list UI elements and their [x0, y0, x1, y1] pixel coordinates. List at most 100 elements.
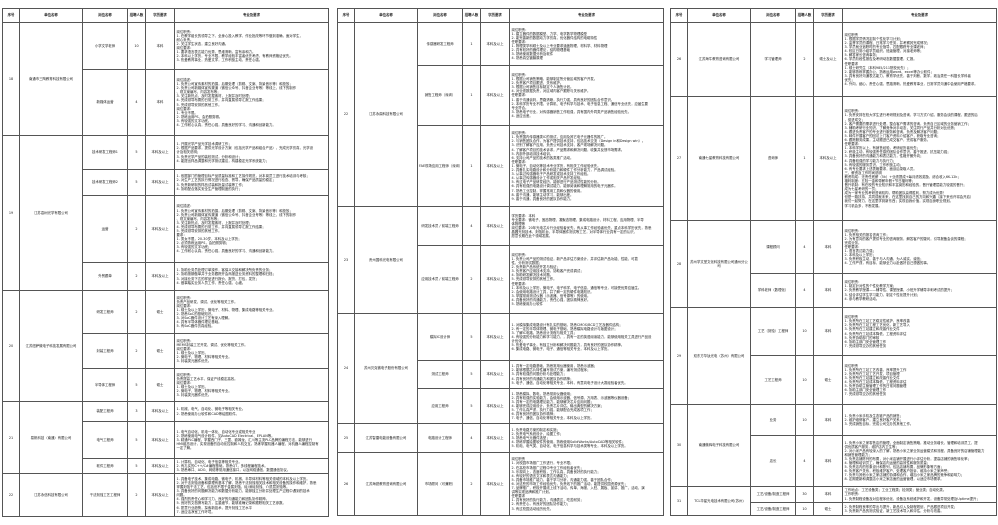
hire-count: 2 [127, 473, 146, 518]
requirements: 岗位职责： 1. 负责相关的报名咨询工作； 2. 为有意向的客户提供专业的咨询服务，… [842, 220, 997, 274]
job-title: 技术研发工程师2 [82, 169, 128, 196]
requirement-line: 5. 有过电子产品研发经历，能够进行产品测试性能的分析。 [511, 180, 601, 185]
requirement-line: 1. 男女不限，20-30岁，本科及以上学历； [176, 237, 242, 242]
hire-count: 5 [127, 135, 146, 170]
column-header: 专业及要求 [842, 8, 997, 23]
education-requirement: 本科 [813, 435, 843, 487]
requirement-line: 任职要求： [844, 142, 862, 147]
requirement-line: 薪资构成：无责任底薪（5k）+业绩提成+每月绩效奖励，综合收入6K-12k； [844, 174, 961, 179]
job-title: 外贸跟单 [82, 262, 128, 291]
education-requirement: 本科及以上 [145, 262, 175, 291]
requirement-line: 5. 有较强的服务意识，工作积极主动； [844, 162, 904, 167]
requirement-line: 2. 熟悉SoC的基础知识。 [176, 312, 215, 316]
header-row: 序号 单位名称 岗位名称 招聘人数 学历要求 专业及要求 [337, 8, 664, 23]
hire-count: 2 [462, 452, 481, 516]
requirement-line: 讲等实现品牌和推广计划。 [511, 490, 553, 495]
requirement-line: 岗位职责： [511, 27, 529, 32]
serial-number: 19 [2, 135, 20, 291]
requirement-line: 7. 电子、通信、自动化等相关专业，本科及以上学历。 [511, 416, 594, 421]
serial-number: 27 [670, 96, 688, 221]
requirements: 工作地点：工艺设备类；工业工程类；检测类；营业类；自动化类。 工作职责： 1. 负责… [842, 486, 997, 503]
education-requirement: 本科及以上 [480, 206, 510, 246]
requirement-line: 4. 完成领导布置的日常工作，并向直属领导汇报工作结果； [176, 224, 266, 229]
requirement-line: 3. 辅助考研行业知识，了解竞争对手动态，关注同行产品并分析对比优势； [844, 125, 958, 130]
education-requirement: 本科及以上 [145, 473, 175, 518]
requirement-line: 供优质客户服务，维护店内卫生等； [844, 444, 899, 449]
hire-count: 2 [127, 262, 146, 291]
requirement-line: 1. 负责制程设备及对应程序优化，设备及系统维护和开发，设备异常处理及Uptim… [844, 496, 980, 501]
hire-count: 5 [127, 169, 146, 196]
education-requirement: 本科及以上 [145, 401, 175, 422]
job-title: 技术研发工程师1 [82, 135, 128, 170]
document-page-2: 序号 单位名称 岗位名称 招聘人数 学历要求 专业及要求 22 江苏永鼎科技有限公司 传感器研发… [335, 0, 665, 525]
requirement-line: 3. 有过校园活动经历优先。 [511, 506, 554, 511]
requirement-line: 岗位要求： [176, 346, 194, 351]
requirement-line: 4. 协助研发解决技术问题。 [511, 273, 554, 278]
requirement-line: 7. 熟悉工业控制，掌握常用工具和仪器的使用。 [511, 188, 584, 193]
requirement-line: 3. 负责新研制的样品试装和批量试装等工作； [176, 182, 246, 187]
requirement-line: 2. 熟练运用PS、会拍照剪辑。 [176, 114, 223, 119]
hire-count: 10 [795, 307, 814, 356]
requirement-line: 3. 关注新热点，及时发掘素材，上报并及时处理； [176, 220, 253, 225]
requirement-line: 1. 机械、电气、自动化、微电子等相关专业。 [176, 407, 246, 412]
requirement-line: 成为一家专业的考研咨询机构，帮助团队赢得胜利，努力成为优秀！ [844, 191, 947, 196]
education-requirement: 本科 [813, 404, 843, 436]
requirement-line: 3. 熟悉电气元器件选型； [511, 435, 550, 440]
education-requirement: 硕士 [145, 368, 175, 402]
company-name: 江苏嘉树光学有限公司 [19, 135, 83, 291]
requirement-line: 工作地点：工艺设备类；工业工程类；检测类；营业类；自动化类。 [844, 488, 947, 493]
requirement-line: 2. 负责电气系统设计，绘图工作； [511, 431, 564, 436]
requirement-line: 岗位要求： [176, 106, 194, 111]
column-header: 单位名称 [19, 8, 83, 23]
requirement-line: 2. 负责客户项目跟进、关系维护。 [511, 81, 564, 86]
requirement-line: 三、薪资及工作时间说明 [844, 170, 882, 175]
requirement-line: 4. 跟进负责客户的专业进行服务和咨询，负责及解决客户问题； [844, 129, 941, 134]
requirement-line: 岗位职责： [176, 29, 194, 34]
requirement-line: 但是一路扶持，共同成就未来，在这里找到自己的方向和兴趣（接下来也许将会开启） [844, 195, 974, 200]
requirement-line: 1. 具有良好的执行能力，沟通表达，吃苦耐劳； [511, 498, 584, 503]
education-requirement: 本科及以上 [480, 388, 510, 424]
company-name: 江苏永鼎科技有限公司 [354, 22, 418, 207]
requirements: 岗位描述： 1. 负责公司宣传素材的拍摄，后期处理（剪辑、文案、背景音乐等）和投放… [174, 195, 329, 263]
requirement-line: 2. 维护维修客户，建立良好客户关系； [844, 417, 904, 422]
requirement-line: 4. 完成领导布置的日常工作，并向直属领导汇报工作结果； [176, 98, 266, 103]
requirement-line: 我们一起努力，在这里学到新东西；实现自我价值，实现自身职业规划。 [844, 199, 954, 204]
hire-count: 10 [795, 355, 814, 405]
requirement-line: 2. 负责所在工站工艺开发，项目管理 [844, 371, 900, 376]
table-row: 工艺工程师 10 硕士 岗位职责 1. 负责所在工站工艺改善，良率提升工作 2. 负责所在… [671, 355, 997, 405]
requirement-line: 岗位职责： [511, 252, 529, 257]
requirement-line: 任职要求： [511, 93, 529, 98]
table-row: 20 江苏纽萨微电子科技发展有限公司 研发工程师 2 硕士 岗位职责： 负责产品研发、调试、… [2, 290, 329, 402]
recruitment-table: 序号 单位名称 岗位名称 招聘人数 学历要求 专业及要求 26 江苏海牛教育咨询有限公司 学习管… [670, 8, 997, 516]
requirement-line: 4. 具备良好的沟通能力，责任心强，团队精神良好。 [511, 297, 591, 302]
requirement-line: 、现文案编写、内容发布等； [176, 216, 221, 221]
requirement-line: 任职要求： [511, 39, 529, 44]
column-header: 专业及要求 [509, 8, 664, 23]
serial-number: 31 [670, 486, 688, 516]
requirements: 岗位职责： 1. 在教学组长的领导之下，全身心投入教学，作业批改等环节做到准确，面… [174, 22, 329, 70]
requirement-line: 2. 为有意向的客户提供专业的咨询服务，解答客户的疑问，引导报备会谈的课程； [844, 236, 968, 241]
requirement-line: 2. 负责所在工站工程工艺优化，新工艺导入 [844, 323, 910, 328]
requirement-line: 2. 对小米产品有较深入的了解，熟悉小米之家业务运营模式和流程，具备良好的店铺管… [844, 448, 985, 453]
education-requirement: 本科及以上 [145, 457, 175, 475]
requirement-line: 4. 熟悉真空镀膜原理 [511, 56, 543, 61]
requirements: 学历要求：本科 专业要求：微电子、固态物理、凝聚态物理、集成电路设计、材料工程、应… [509, 206, 664, 246]
requirement-line: 1. 善于沟通谈判，思路清晰，执行力强，具有良好的团队合作意识。 [511, 97, 615, 102]
requirements: 1. 负责小米手机及生态链产品的销售； 2. 维护维修客户，建立良好客户关系； 3.… [842, 404, 997, 436]
requirement-line: 任职要求： [844, 244, 862, 249]
requirement-line: 一定了解。 [176, 446, 194, 451]
job-title: 小学文学老师 [82, 22, 128, 70]
requirement-line: 耐心负责。 [176, 37, 194, 42]
requirement-line: 2. 有责任心，有良好的团队协作能力； [511, 502, 571, 507]
table-row: 学科老师（数理化） 4 本科 岗位职责： 1. 制定针对性的个性化教学方案； 2. 负责教… [671, 273, 997, 308]
document-page-1: 序号 单位名称 岗位名称 招聘人数 学历要求 专业及要求 18 南通市三陶教育科技有限公司 小学… [0, 0, 330, 525]
header-row: 序号 单位名称 岗位名称 招聘人数 学历要求 专业及要求 [670, 8, 997, 23]
job-title: 课程顾问 [750, 220, 796, 274]
requirements: 岗位职责： 1. 建立器件的数据模型、力学、电学数学物理模型 2. 能完善新的数据动… [509, 22, 664, 66]
requirement-line: 晶圆光刻技术，刻蚀机台，半导体器件测试等工艺，对半导体行业具有一定的认识， [511, 230, 637, 235]
serial-number: 23 [337, 206, 355, 314]
requirement-line: 工作职责： [844, 492, 862, 497]
requirements: 岗位职责： 负责提高工艺水平，保证产线稳定高效。 岗位要求： 1. 硕士及以上学历。 2… [174, 368, 329, 402]
requirement-line: 3. 熟练使用数据分析及软件 [511, 52, 554, 57]
requirements: 1. 协助业务员处理订单操作，客保义交接和解决所负责的业务； 2. 协助按期做单并… [174, 262, 329, 291]
